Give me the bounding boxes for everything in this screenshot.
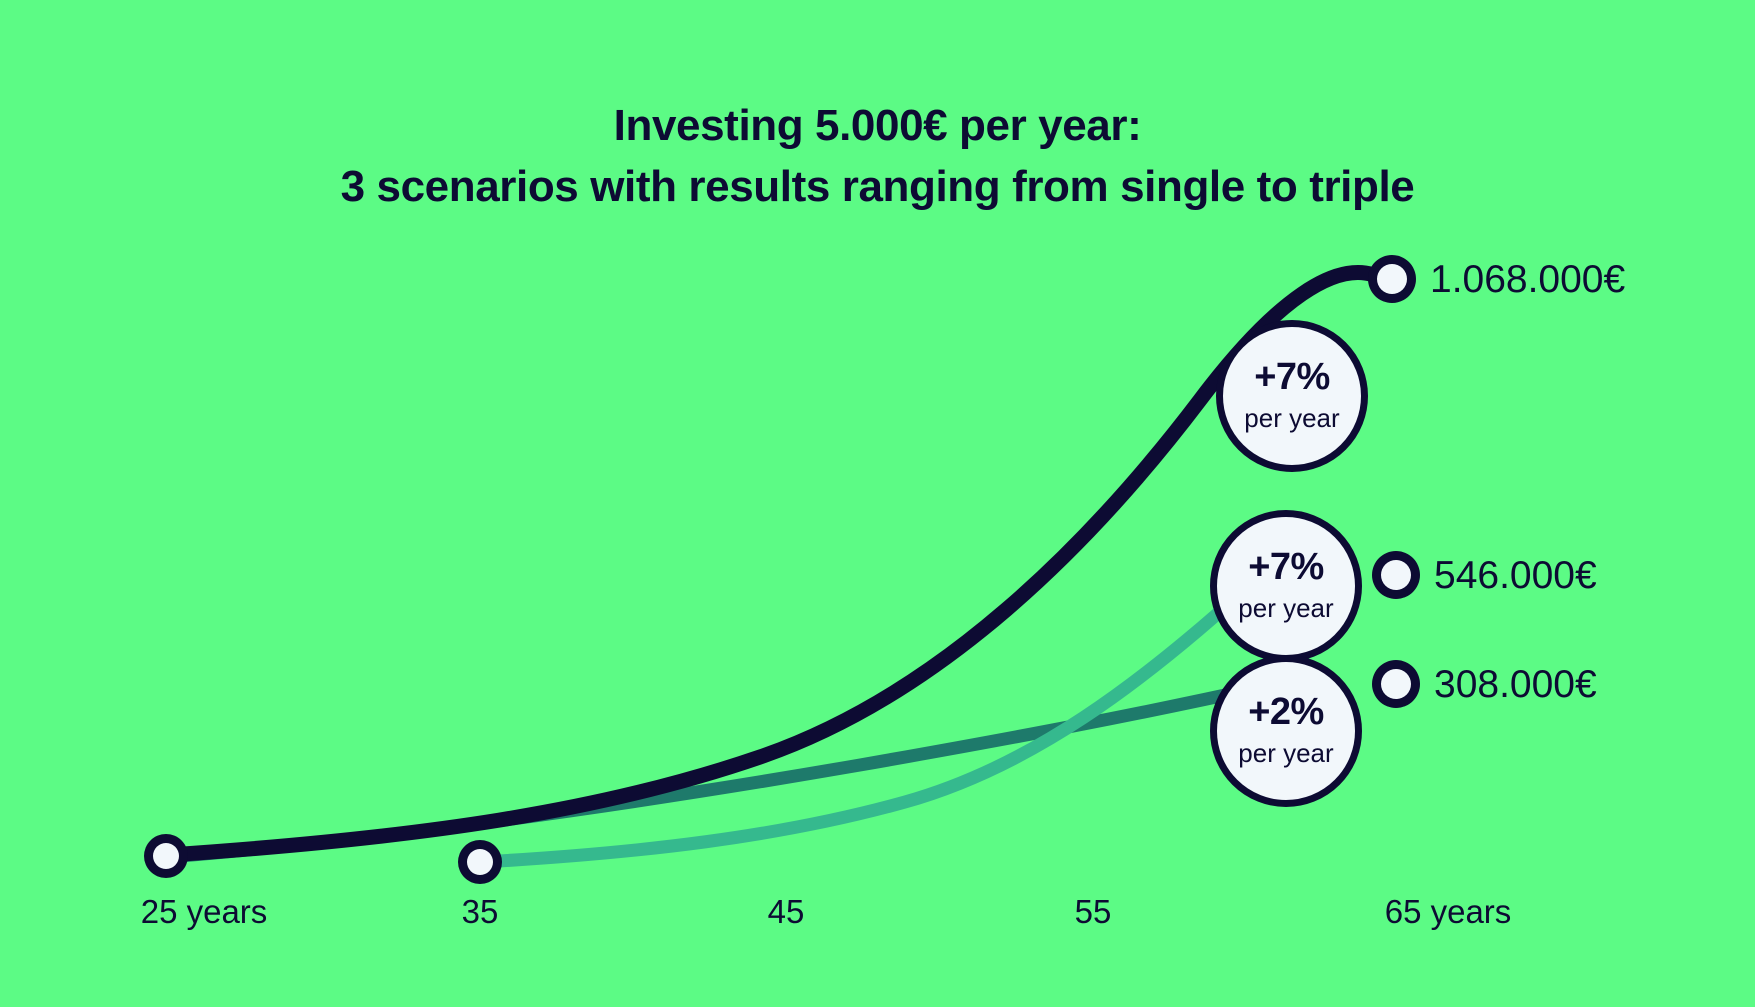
rate-badge-7pct-early: +7% per year [1216, 320, 1368, 472]
axis-tick-35: 35 [461, 893, 499, 930]
rate-badge-7pct-early-period: per year [1244, 402, 1340, 433]
start-marker-35-inner [467, 849, 493, 875]
chart-title-line-2: 3 scenarios with results ranging from si… [340, 161, 1415, 211]
rate-badge-7pct-late-value: +7% [1248, 545, 1324, 588]
end-marker-308000-inner [1381, 669, 1411, 699]
end-value-label-546000: 546.000€ [1434, 554, 1597, 597]
rate-badge-7pct-late: +7% per year [1210, 510, 1362, 662]
chart-title: Investing 5.000€ per year: 3 scenarios w… [0, 96, 1755, 217]
axis-tick-55: 55 [1074, 893, 1112, 930]
series-line-7pct-early [160, 265, 1394, 863]
start-marker-25-inner [153, 843, 179, 869]
rate-badge-7pct-early-value: +7% [1254, 355, 1330, 398]
axis-tick-65: 65 years [1384, 893, 1512, 930]
end-marker-1068000-inner [1377, 264, 1407, 294]
chart-title-line-1: Investing 5.000€ per year: [613, 101, 1142, 150]
end-marker-546000-inner [1381, 560, 1411, 590]
axis-tick-45: 45 [767, 893, 805, 930]
rate-badge-2pct-period: per year [1238, 737, 1334, 768]
series-line-7pct-late [475, 576, 1259, 869]
rate-badge-7pct-late-period: per year [1238, 592, 1334, 623]
rate-badge-2pct: +2% per year [1210, 655, 1362, 807]
rate-badge-2pct-value: +2% [1248, 690, 1324, 733]
axis-tick-25: 25 years [140, 893, 268, 930]
end-value-label-1068000: 1.068.000€ [1430, 258, 1626, 301]
end-value-label-308000: 308.000€ [1434, 663, 1597, 706]
